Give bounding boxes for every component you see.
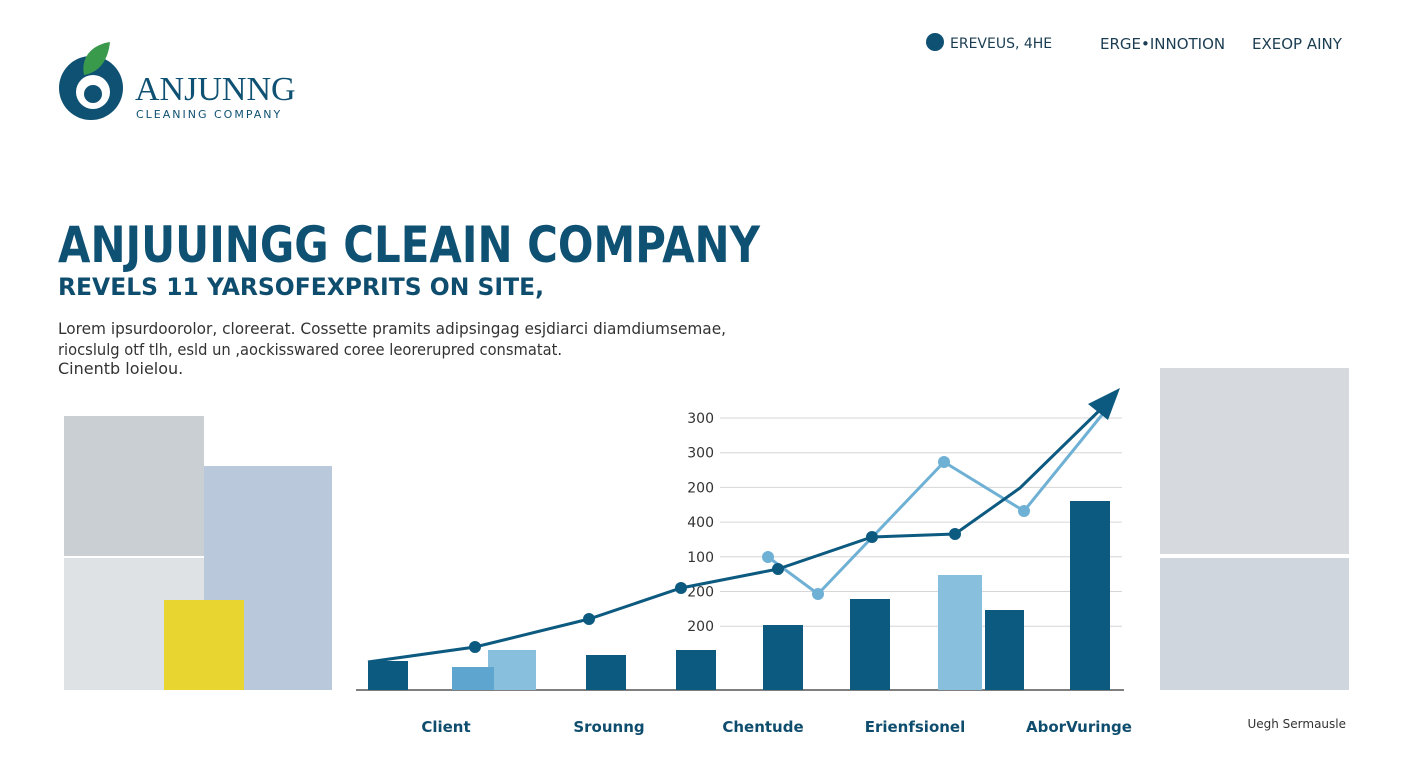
- arrow-head: [1088, 388, 1120, 420]
- y-tick-label: 200: [687, 619, 714, 635]
- y-tick-label: 200: [687, 585, 714, 601]
- chart: AborVuringe Erienfsionel Chentude Srounng Cl…: [356, 388, 1132, 736]
- bar: [938, 575, 982, 690]
- nav-icon: [926, 33, 944, 51]
- paragraph-line: Cinentb loielou.: [58, 359, 183, 378]
- y-tick-label: 300: [687, 411, 714, 427]
- bar: [985, 610, 1024, 690]
- x-category-label: Chentude: [722, 718, 803, 736]
- nav-item[interactable]: ERGE•INNOTION: [1100, 35, 1225, 53]
- logo-name: ANJUNNG: [135, 71, 296, 108]
- photo: [1160, 368, 1349, 554]
- bar: [368, 661, 408, 690]
- bar: [1070, 501, 1110, 690]
- bars: [368, 501, 1110, 690]
- paragraph-line: riocslulg otf tlh, esld un ,aockisswared…: [58, 340, 562, 359]
- x-category-label: AborVuringe: [1026, 718, 1132, 736]
- x-category-label: Client: [421, 718, 470, 736]
- footer-note: Uegh Sermausle: [1247, 717, 1346, 731]
- nav-item[interactable]: EREVEUS, 4HE: [950, 36, 1052, 52]
- photo: [64, 416, 204, 556]
- paragraph-line: Lorem ipsurdoorolor, cloreerat. Cossette…: [58, 319, 726, 338]
- bar: [586, 655, 626, 690]
- points: [469, 528, 961, 653]
- y-tick-label: 300: [687, 446, 714, 462]
- logo: [59, 42, 123, 120]
- bar: [488, 650, 536, 690]
- y-tick-label: 400: [687, 515, 714, 531]
- nav-item[interactable]: EXEOP AINY: [1252, 35, 1343, 53]
- bar: [763, 625, 803, 690]
- logo-tagline: CLEANING COMPANY: [136, 108, 282, 121]
- photo-detail: [164, 600, 244, 690]
- x-category-label: Erienfsionel: [865, 718, 966, 736]
- bar: [676, 650, 716, 690]
- hero-subtitle: REVELS 11 YARSOFEXPRITS ON SITE,: [58, 273, 544, 301]
- y-tick-label: 200: [687, 480, 714, 496]
- hero-title: ANJUUINGG CLEAIN COMPANY: [58, 216, 761, 274]
- x-category-label: Srounng: [573, 718, 644, 736]
- bar: [850, 599, 890, 690]
- points-light: [762, 456, 1030, 600]
- bar: [452, 667, 494, 690]
- y-tick-label: 100: [687, 550, 714, 566]
- photo: [1160, 558, 1349, 690]
